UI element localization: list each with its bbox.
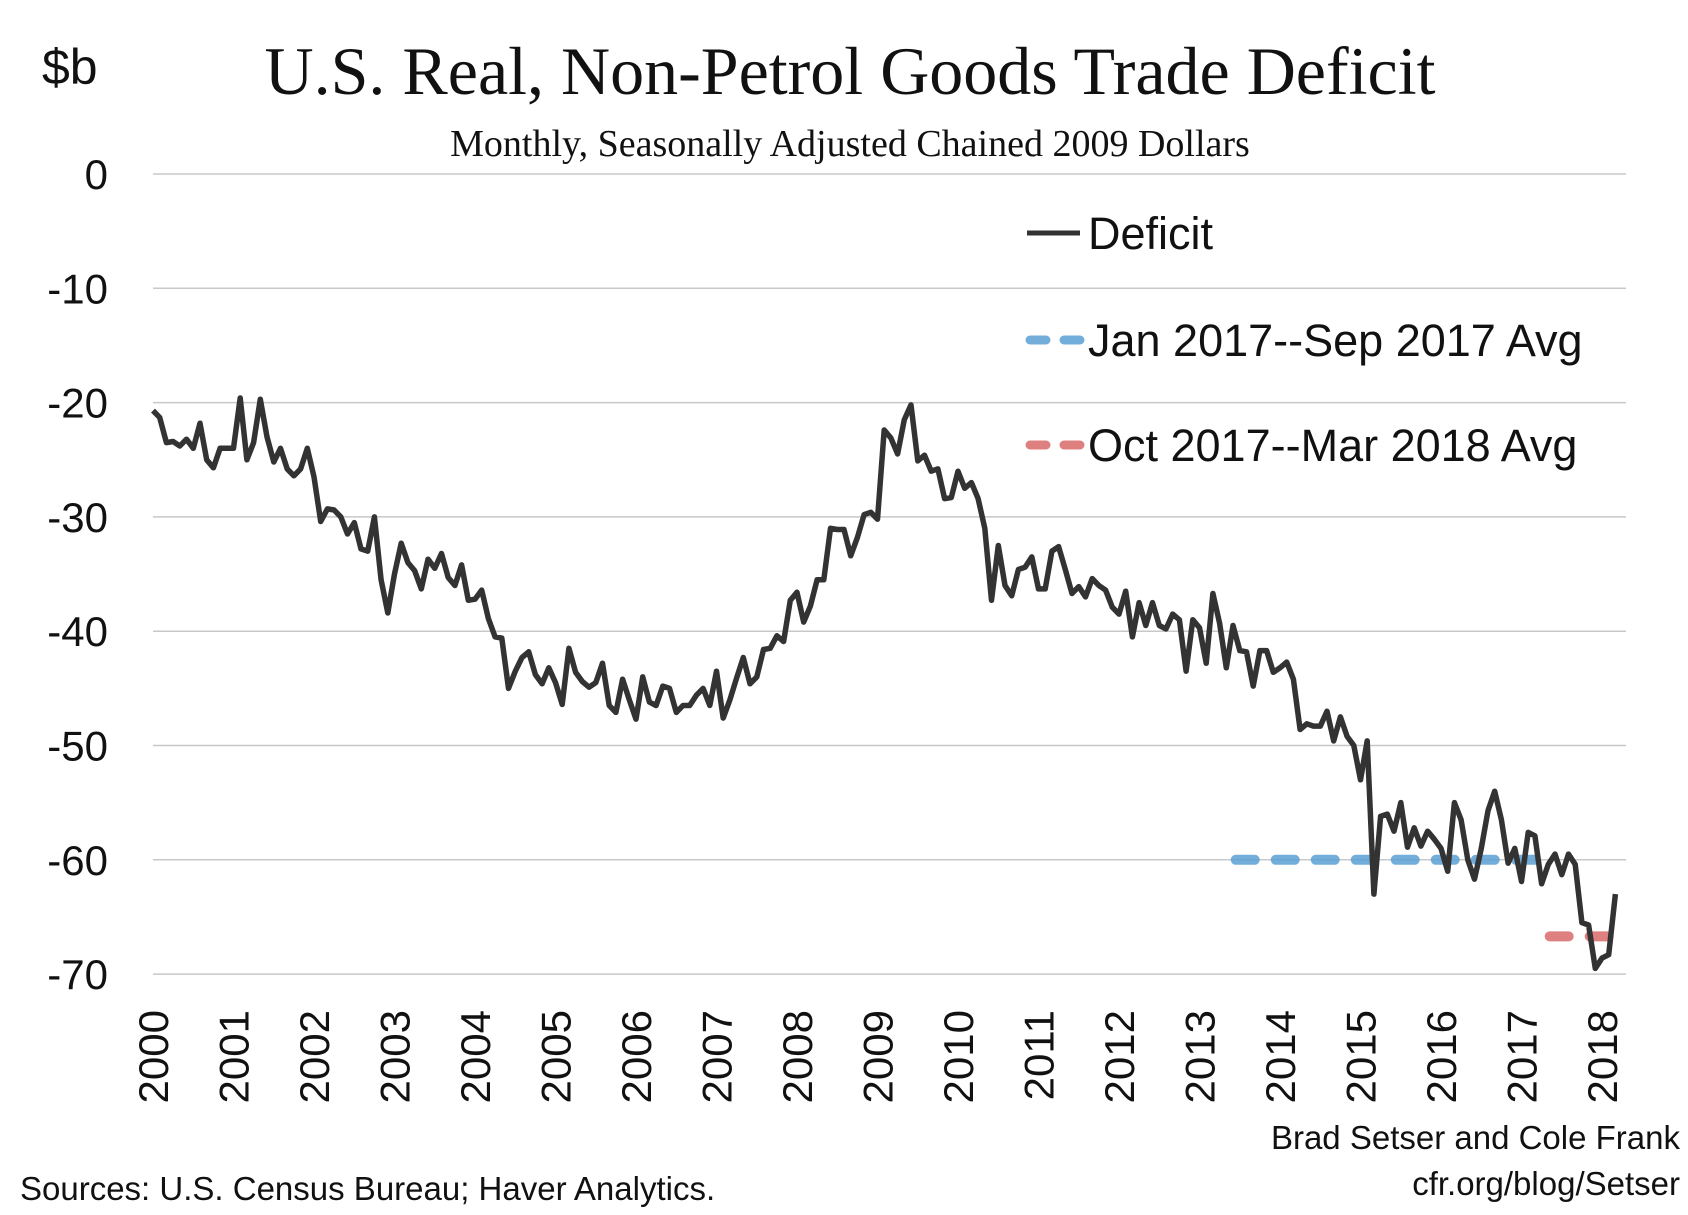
credit-url: cfr.org/blog/Setser (1412, 1165, 1680, 1202)
chart-title: U.S. Real, Non-Petrol Goods Trade Defici… (264, 33, 1436, 109)
y-tick-label: -40 (47, 608, 108, 655)
y-tick-label: -10 (47, 265, 108, 312)
x-tick-label: 2016 (1418, 1010, 1465, 1103)
x-tick-label: 2001 (211, 1010, 258, 1103)
x-tick-label: 2005 (533, 1010, 580, 1103)
deficit-line (151, 395, 1619, 972)
x-tick-label: 2000 (130, 1010, 177, 1103)
x-tick-label: 2004 (452, 1010, 499, 1103)
x-tick-label: 2002 (291, 1010, 338, 1103)
y-tick-label: -60 (47, 837, 108, 884)
legend-label: Oct 2017--Mar 2018 Avg (1088, 420, 1577, 471)
credit: Brad Setser and Cole Frank cfr.org/blog/… (1271, 1115, 1680, 1207)
credit-authors: Brad Setser and Cole Frank (1270, 1119, 1680, 1156)
x-tick-label: 2018 (1579, 1010, 1626, 1103)
chart-subtitle: Monthly, Seasonally Adjusted Chained 200… (450, 123, 1250, 165)
x-tick-label: 2007 (694, 1010, 741, 1103)
y-tick-label: -70 (47, 951, 108, 998)
x-tick-label: 2009 (855, 1010, 902, 1103)
y-tick-label: 0 (85, 151, 108, 198)
x-tick-label: 2003 (372, 1010, 419, 1103)
legend-label: Jan 2017--Sep 2017 Avg (1088, 315, 1583, 366)
x-tick-label: 2011 (1016, 1010, 1063, 1100)
y-tick-label: -30 (47, 494, 108, 541)
x-tick-label: 2013 (1177, 1010, 1224, 1103)
x-tick-label: 2010 (935, 1010, 982, 1103)
x-tick-label: 2017 (1499, 1010, 1546, 1103)
y-axis-unit: $b (42, 39, 98, 95)
x-tick-label: 2008 (774, 1010, 821, 1103)
x-tick-label: 2015 (1338, 1010, 1385, 1103)
legend-label: Deficit (1088, 208, 1214, 259)
x-tick-label: 2014 (1257, 1010, 1304, 1103)
sources-note: Sources: U.S. Census Bureau; Haver Analy… (20, 1170, 716, 1207)
y-tick-label: -50 (47, 723, 108, 770)
x-tick-label: 2012 (1096, 1010, 1143, 1103)
x-tick-label: 2006 (613, 1010, 660, 1103)
y-tick-label: -20 (47, 380, 108, 427)
